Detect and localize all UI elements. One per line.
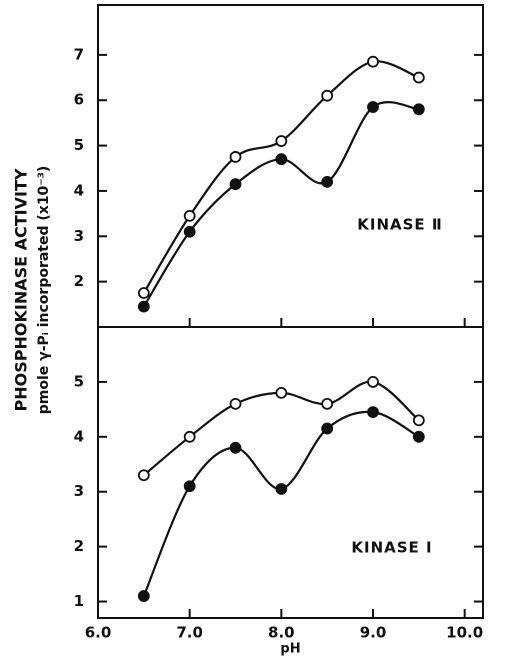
data-point	[412, 430, 425, 443]
annotation: KINASE I	[351, 539, 432, 557]
y-tick-label: 4	[74, 427, 84, 445]
data-point	[321, 397, 334, 410]
plot-frame	[97, 326, 484, 619]
data-point	[183, 209, 196, 222]
y-tick-label: 2	[74, 537, 84, 555]
x-tick-label: 6.0	[85, 624, 112, 642]
series-line	[142, 101, 420, 308]
x-tick-label: 10.0	[446, 624, 483, 642]
data-point	[137, 287, 150, 299]
data-point	[367, 376, 379, 388]
y-tick-label: 1	[74, 592, 84, 610]
data-point	[229, 178, 242, 191]
series-line	[142, 60, 420, 294]
data-point	[137, 300, 150, 313]
x-tick-label: 8.0	[268, 624, 295, 642]
annotation: KINASE Ⅱ	[357, 216, 443, 234]
data-point	[412, 103, 425, 116]
data-point	[367, 406, 379, 419]
plot-frame	[97, 4, 484, 328]
data-point	[321, 89, 334, 102]
data-point	[183, 225, 196, 238]
data-point	[229, 151, 242, 163]
data-point	[137, 469, 150, 482]
data-point	[183, 430, 196, 443]
data-point	[412, 414, 425, 427]
data-point	[229, 397, 242, 410]
y-axis-label: pmole γ-Pᵢ incorporated (x10⁻³)	[36, 166, 52, 414]
data-point	[229, 441, 242, 454]
data-point	[275, 483, 288, 495]
y-tick-label: 6	[74, 91, 84, 109]
y-tick-label: 7	[74, 45, 84, 63]
y-tick-label: 3	[74, 482, 84, 500]
y-tick-label: 2	[74, 272, 84, 290]
data-point	[275, 135, 288, 147]
data-point	[275, 153, 288, 166]
data-point	[367, 101, 379, 113]
data-point	[275, 386, 288, 399]
y-tick-label: 5	[74, 372, 84, 390]
data-point	[321, 175, 334, 188]
data-point	[183, 480, 196, 493]
x-tick-label: 7.0	[176, 624, 203, 642]
x-tick-label: 9.0	[360, 624, 387, 642]
y-axis-label: PHOSPHOKINASE ACTIVITY	[12, 168, 31, 411]
data-point	[412, 71, 425, 84]
data-point	[137, 590, 150, 602]
data-point	[367, 55, 379, 68]
y-tick-label: 3	[74, 227, 84, 245]
y-tick-label: 5	[74, 136, 84, 154]
x-axis-label: pH	[280, 642, 300, 657]
data-point	[321, 422, 334, 435]
y-tick-label: 4	[74, 181, 84, 199]
